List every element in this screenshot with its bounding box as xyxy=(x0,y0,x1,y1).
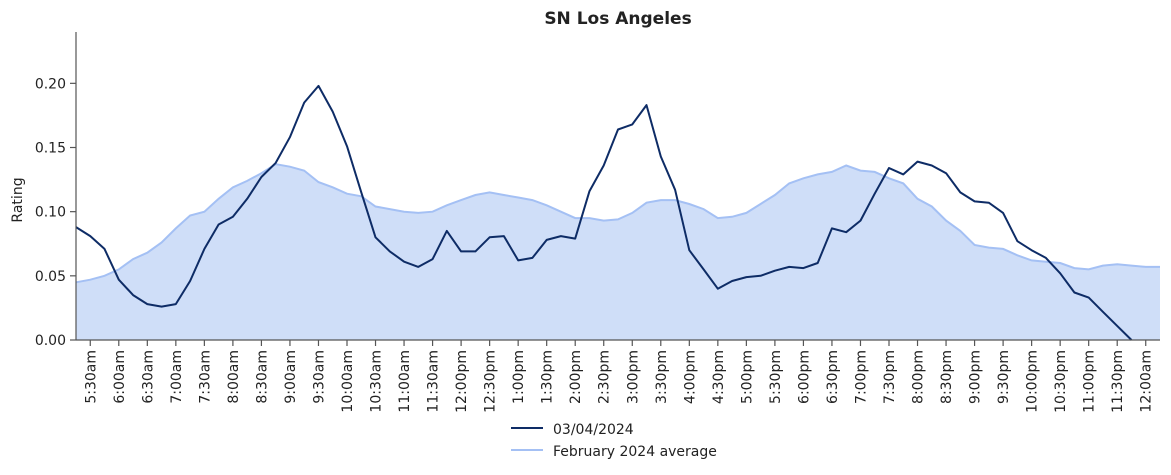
axes: 0.00 0.05 0.10 0.15 0.20 5:30am 6:00am 6:30am 7:… xyxy=(35,32,1160,413)
x-tick-label: 11:30am xyxy=(426,350,442,413)
x-tick-label: 4:00pm xyxy=(682,350,698,404)
x-tick-label: 8:00am xyxy=(226,350,242,404)
x-tick-label: 10:00pm xyxy=(1025,350,1041,413)
x-tick-label: 6:00am xyxy=(112,350,128,404)
x-tick-label: 1:00pm xyxy=(511,350,527,404)
x-tick-label: 10:30am xyxy=(369,350,385,413)
x-tick-label: 5:30pm xyxy=(768,350,784,404)
x-tick-label: 6:30am xyxy=(140,350,156,404)
daily-series-layer xyxy=(75,84,1133,341)
legend-label-daily: 03/04/2024 xyxy=(553,422,634,438)
chart-title: SN Los Angeles xyxy=(544,9,691,29)
x-tick-label: 11:00am xyxy=(397,350,413,413)
x-tick-label: 10:30pm xyxy=(1053,350,1069,413)
x-tick-label: 5:00pm xyxy=(739,350,755,404)
x-tick-label: 3:00pm xyxy=(625,350,641,404)
x-tick-label: 10:00am xyxy=(340,350,356,413)
y-tick-label: 0.15 xyxy=(35,141,66,157)
average-area xyxy=(76,164,1160,340)
x-tick-label: 4:30pm xyxy=(711,350,727,404)
x-tick-label: 7:00am xyxy=(169,350,185,404)
x-tick-label: 8:30am xyxy=(254,350,270,404)
daily-line xyxy=(75,84,1133,341)
legend: 03/04/2024 February 2024 average xyxy=(511,422,717,460)
x-tick-label: 9:30am xyxy=(312,350,328,404)
x-tick-label: 12:00pm xyxy=(454,350,470,413)
x-tick-label: 8:00pm xyxy=(911,350,927,404)
x-tick-label: 11:00pm xyxy=(1082,350,1098,413)
y-tick-label: 0.10 xyxy=(35,205,66,221)
average-line xyxy=(75,163,1160,284)
x-tick-label: 3:30pm xyxy=(654,350,670,404)
x-tick-label: 2:30pm xyxy=(597,350,613,404)
y-axis-label: Rating xyxy=(10,177,26,222)
x-tick-label: 7:30pm xyxy=(882,350,898,404)
x-tick-label: 1:30pm xyxy=(540,350,556,404)
y-tick-label: 0.00 xyxy=(35,333,66,349)
y-tick-label: 0.05 xyxy=(35,269,66,285)
x-tick-label: 9:30pm xyxy=(996,350,1012,404)
x-tick-label: 5:30am xyxy=(83,350,99,404)
x-tick-label: 8:30pm xyxy=(939,350,955,404)
x-tick-label: 7:30am xyxy=(197,350,213,404)
x-tick-label: 12:00am xyxy=(1139,350,1155,413)
x-tick-label: 7:00pm xyxy=(854,350,870,404)
x-tick-label: 6:00pm xyxy=(796,350,812,404)
x-tick-label: 12:30pm xyxy=(483,350,499,413)
x-tick-label: 9:00pm xyxy=(968,350,984,404)
x-tick-label: 2:00pm xyxy=(568,350,584,404)
x-tick-label: 9:00am xyxy=(283,350,299,404)
x-tick-label: 11:30pm xyxy=(1110,350,1126,413)
x-tick-label: 6:30pm xyxy=(825,350,841,404)
y-tick-label: 0.20 xyxy=(35,76,66,92)
average-series-layer xyxy=(75,163,1160,340)
legend-label-average: February 2024 average xyxy=(553,444,717,460)
